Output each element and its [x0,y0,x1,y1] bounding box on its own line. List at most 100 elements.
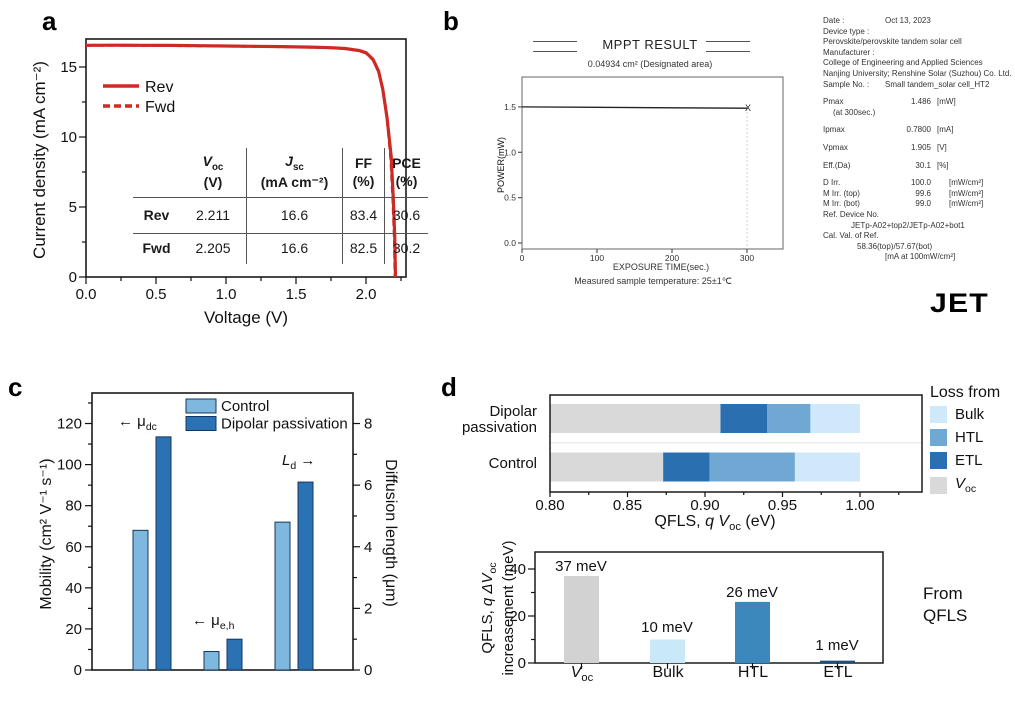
certificate-unit: [mW/cm²] [949,199,984,209]
certificate-value: Oct 13, 2023 [885,16,931,25]
a-y-tick-label: 10 [60,129,77,146]
d2-y-tick-label: 20 [509,608,526,625]
table-header-unit: (V) [203,174,223,191]
stack-seg-bulk-control [794,452,860,482]
text-part: → [296,452,316,469]
table-row-name: Rev [133,198,180,234]
loss-from-legend: Loss from Bulk HTL ETL Voc [930,384,1000,501]
legend-item: HTL [930,429,1000,446]
legend-label: HTL [955,429,983,446]
b-x-tick-label: 100 [590,253,604,263]
a-x-tick-label: 0.5 [146,286,167,303]
table-value: 2.205 [195,240,231,257]
mu-dc-annotation: ← μdc [118,413,157,433]
legend-label-fwd: Fwd [145,99,175,116]
certificate-line: Perovskite/perovskite tandem solar cell [823,37,1015,48]
text-part: dc [145,421,157,433]
certificate-label: Date : [823,16,845,25]
text-part: oc [729,521,741,534]
b-x-tick-label: 0 [520,253,525,263]
cat-label-htl: HTL [713,664,793,682]
qfls-stacked-bar-chart: 0.80 0.85 0.90 0.95 1.00 [535,394,923,514]
certificate-label: Cal. Val. of Ref. [823,231,879,241]
bar-voc [564,576,599,663]
certificate-text: (at 300sec.) [833,107,876,117]
table-value: 16.6 [246,234,342,264]
value-label-bulk: 10 meV [641,619,693,636]
text-part: QFLS, [654,513,706,530]
d1-x-tick-label: 0.95 [768,497,797,514]
certificate-value: 99.0 [915,199,931,209]
text-part: FF [354,155,373,171]
c-y-axis-label-left: Mobility (cm² V⁻¹ s⁻¹) [38,458,55,610]
bar-etl [820,660,855,663]
b-x-tick-label: 300 [740,253,754,263]
jv-curve-fwd [85,44,396,278]
row-label-dipolar-2: passivation [461,419,537,436]
legend-swatch-control [185,398,217,414]
c-left-tick-label: 20 [65,621,82,638]
certificate-label: Manufacturer : [823,47,875,57]
certificate-line: Date : Oct 13, 2023 [823,16,1015,27]
certificate-unit: [mA] [937,125,954,135]
certificate-line: Ref. Device No. [823,210,1015,221]
certificate-label: M Irr. (bot) [823,199,860,209]
c-right-tick-label: 4 [364,539,372,556]
stack-seg-etl-dipolar [720,404,767,433]
c-left-tick-label: 60 [65,539,82,556]
title-rule-right-2 [706,51,750,52]
text-part: e,h [219,620,235,632]
plot-box [534,551,884,664]
a-x-tick-label: 1.0 [216,286,237,303]
certificate-value: 100.0 [910,178,931,188]
title-rule-left-1 [533,41,577,42]
text-part: V [955,475,966,492]
certificate-value: 1.486 [910,97,931,107]
d1-x-tick-label: 0.85 [613,497,642,514]
title-rule-right-1 [706,41,750,42]
table-header-unit: (%) [395,172,418,189]
certificate-line: 58.36(top)/57.67(bot) [823,242,1015,253]
certificate-label: Vpmax [823,142,848,152]
text-part: ETL [823,664,853,681]
table-header: Jsc (mA cm⁻²) [246,148,342,198]
bar-htl [735,601,770,663]
certificate-unit: [mW/cm²] [949,178,984,188]
certificate-line: Device type : [823,27,1015,38]
bar-μdc-dipolar-passivation [155,436,172,671]
certificate-line: M Irr. (bot) 99.0 [mW/cm²] [823,199,1015,210]
b-y-tick-label: 1.0 [504,147,516,157]
c-y-axis-label-right: Diffusion length (μm) [382,459,399,607]
certificate-label: D Irr. [823,178,841,188]
row-label-dipolar-1: Dipolar [489,403,537,420]
b-y-tick-label: 1.5 [504,102,516,112]
legend-label: Bulk [955,406,984,423]
table-corner [133,148,180,198]
legend-item: Bulk [930,406,1000,423]
table-header: FF (%) [342,148,384,198]
certificate-text: JETp-A02+top2/JETp-A02+bot1 [851,220,965,230]
stack-seg-voc-control [550,452,664,482]
from-qfls-line2: QFLS [923,606,968,625]
table-value: 30.6 [384,198,428,234]
jv-curve-chart: 0.0 0.5 1.0 1.5 2.0 0 5 10 15 Rev Fwd [60,38,407,303]
text-part: d [290,460,297,472]
certificate-line: (at 300sec.) [823,108,1015,119]
panel-d-label: d [441,372,457,402]
certificate-value: 1.905 [910,142,931,152]
jv-table: Voc (V) Jsc (mA cm⁻²) FF (%) PCE (%) Rev 2.211 16.… [133,148,428,264]
certificate-label: Sample No. : [823,79,870,89]
c-right-tick-label: 6 [364,477,372,494]
bar-bulk [650,639,685,663]
table-value: 83.4 [342,198,384,234]
certificate-line: Nanjing University; Renshine Solar (Suzh… [823,69,1015,80]
certificate-text: 58.36(top)/57.67(bot) [857,241,933,251]
jet-logo: JET [930,288,989,318]
certificate-label: Ipmax [823,125,845,135]
legend-swatch-dipolar [185,416,217,431]
a-x-tick-label: 1.5 [286,286,307,303]
legend-label: ETL [955,452,983,469]
b-x-tick-label: 200 [665,253,679,263]
d1-x-tick-label: 1.00 [845,497,874,514]
